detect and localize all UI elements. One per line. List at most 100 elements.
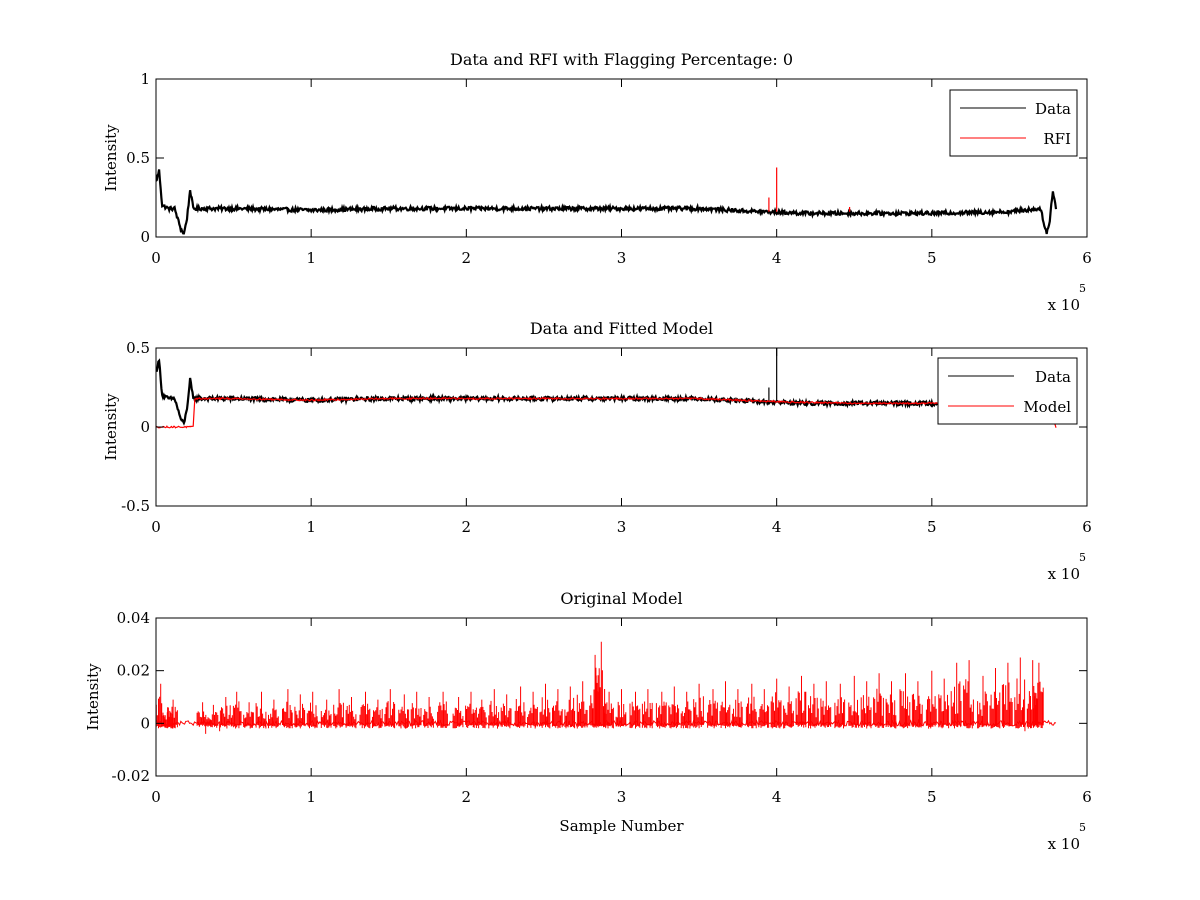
y-tick-label: 0.5 [126,149,150,167]
spike [514,686,526,728]
spike-burst [989,668,1001,729]
spike [333,689,344,729]
spike [437,691,448,728]
spike-burst [306,691,318,729]
x-tick-label: 3 [617,518,627,536]
x-tick-label: 5 [927,518,937,536]
y-tick-label: 0 [140,228,150,246]
spike-burst [680,691,692,729]
y-tick-label: 0.04 [117,609,150,627]
x-multiplier: x 10 [1048,296,1080,314]
y-tick-label: -0.5 [121,497,150,515]
spike-burst [333,689,344,729]
spike [680,691,692,729]
spike [1014,657,1026,729]
spike-burst [938,678,950,729]
legend-label-rfi: RFI [1043,130,1071,148]
x-tick-label: 5 [927,249,937,267]
x-tick-label: 5 [927,788,937,806]
spike-burst [707,689,718,729]
spike [320,699,332,729]
spike-burst [320,699,332,729]
spike-burst [950,662,962,729]
spike-burst [527,691,538,729]
spike [848,675,860,728]
x-multiplier: x 10 [1048,565,1080,583]
spike-burst [745,683,757,729]
plot-area [156,167,1058,235]
spike-burst [629,691,641,729]
spike [731,689,743,728]
spike-burst [1001,662,1013,728]
x-axis-label: Sample Number [559,817,684,835]
x-tick-label: 1 [306,518,316,536]
spike-burst [899,673,911,729]
spike-burst [848,675,860,728]
y-tick-label: 0 [140,714,150,732]
legend-label-data: Data [1035,100,1071,118]
y-axis-label: Intensity [84,663,102,731]
spike [745,683,757,729]
spike-burst [514,686,526,728]
spike [834,683,846,729]
series-model-2 [156,396,1057,429]
spike [306,691,318,729]
x-tick-label: 2 [462,788,472,806]
spike [359,691,371,729]
x-multiplier-exponent: 5 [1079,821,1086,834]
y-tick-label: -0.02 [112,767,150,785]
y-tick-label: 0 [140,418,150,436]
spike-burst [808,683,819,729]
spike-burst [1033,662,1044,729]
spike [243,702,254,729]
subplot-title: Data and Fitted Model [530,319,713,338]
baseline-trace [156,718,1057,728]
spike [783,686,794,729]
x-tick-label: 6 [1082,788,1092,806]
y-tick-label: 0.5 [126,339,150,357]
spike [527,691,538,729]
series-rfi-1 [768,167,851,212]
legend-box [949,89,1078,157]
series-data-2-line [156,358,1058,426]
legend-box [937,357,1078,425]
spike-burst [873,673,884,728]
x-tick-label: 1 [306,249,316,267]
spike [977,675,988,729]
spike [873,673,884,728]
x-multiplier: x 10 [1048,835,1080,853]
spike [963,660,974,729]
spike-burst [885,681,897,729]
spike [795,675,807,728]
legend: Data Model [937,357,1078,425]
spike [820,681,832,728]
spike-burst [603,691,614,729]
subplot-title: Data and RFI with Flagging Percentage: 0 [450,50,793,69]
spike-burst [860,681,872,729]
x-tick-label: 0 [151,249,161,267]
series-data-1-line [156,169,1058,235]
spike-burst [668,686,680,729]
plot-area [156,641,1057,734]
spike-burst [834,683,846,729]
plot-area [156,348,1058,429]
spike-burst [795,675,807,728]
spike [989,668,1001,729]
spike [410,691,422,729]
spike [230,691,242,729]
x-tick-label: 3 [617,249,627,267]
spike-burst [576,681,588,729]
spike-burst [925,670,937,729]
x-tick-label: 0 [151,518,161,536]
spike-burst [243,702,254,729]
y-tick-label: 1 [140,70,150,88]
spike-burst [410,691,422,729]
spike [860,681,872,729]
spike-burst [465,691,476,728]
spike-burst [641,689,653,729]
spike-burst [770,678,782,729]
series-data-1 [156,169,1058,235]
